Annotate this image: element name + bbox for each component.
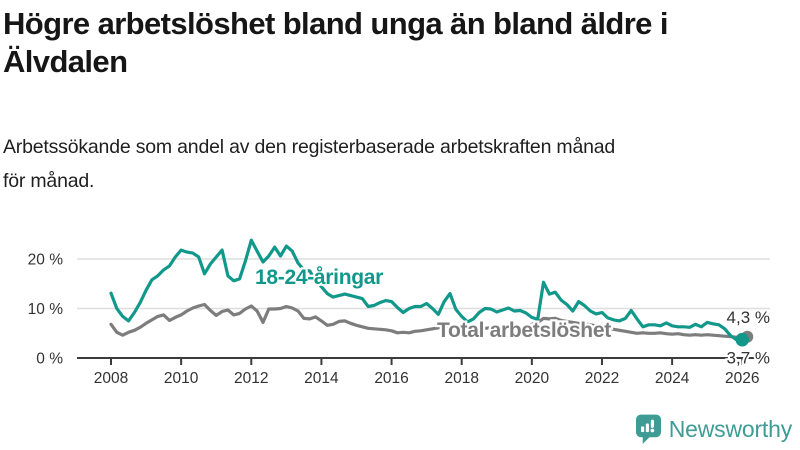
newsworthy-logo[interactable]: Newsworthy: [635, 412, 792, 446]
x-axis-tick-label: 2026: [725, 370, 759, 387]
x-axis-tick-label: 2010: [164, 370, 199, 387]
y-axis-tick-label: 20 %: [28, 252, 64, 269]
chart-subtitle: Arbetssökande som andel av den registerb…: [3, 130, 799, 198]
end-value-label: 3,7 %: [727, 349, 770, 368]
y-axis-tick-label: 0 %: [36, 351, 63, 368]
series-line: [109, 302, 744, 339]
x-axis-tick-label: 2018: [444, 370, 478, 387]
unemployment-line-chart: 0 % 10 % 20 % 2008 2010 2012 2014 2016 2018 2020 2…: [28, 238, 772, 387]
chart-subtitle-line1: Arbetssökande som andel av den registerb…: [3, 136, 616, 158]
x-axis-tick-label: 2024: [655, 370, 690, 387]
x-axis-tick-label: 2012: [234, 370, 268, 387]
newsworthy-wordmark: Newsworthy: [668, 415, 792, 442]
bar-chart-speech-bubble-icon: [635, 414, 661, 444]
end-value-label: 4,3 %: [727, 308, 770, 327]
page-title: Högre arbetslöshet bland unga än bland ä…: [3, 5, 799, 81]
x-axis-tick-label: 2014: [304, 370, 339, 387]
series-label: Total arbetslöshet: [437, 319, 611, 342]
page-title-line1: Högre arbetslöshet bland unga än bland ä…: [3, 6, 668, 41]
series-line: [109, 238, 744, 342]
chart-subtitle-line2: för månad.: [3, 170, 95, 192]
page-title-line2: Älvdalen: [3, 44, 128, 79]
series-label: 18-24-åringar: [255, 266, 383, 289]
x-axis-tick-label: 2022: [585, 370, 619, 387]
x-axis-tick-label: 2016: [374, 370, 408, 387]
series-end-dot: [735, 332, 750, 347]
x-axis-tick-label: 2008: [94, 370, 128, 387]
y-axis-tick-label: 10 %: [28, 301, 64, 318]
x-axis-tick-label: 2020: [515, 370, 550, 387]
